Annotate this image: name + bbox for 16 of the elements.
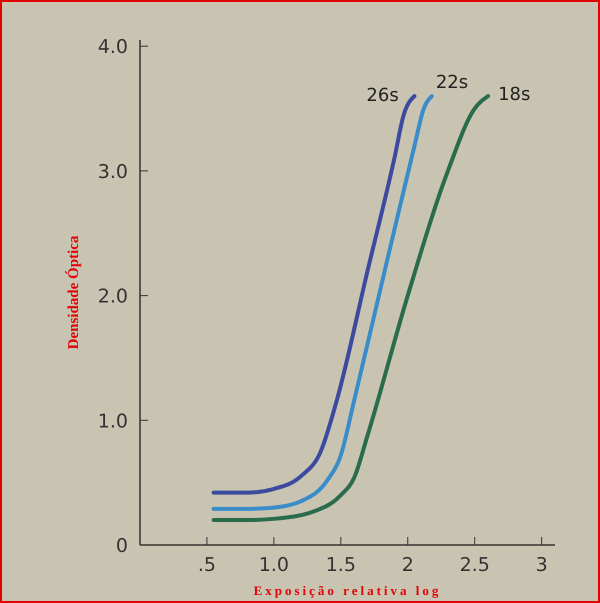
x-tick-label: 2 xyxy=(402,554,414,576)
y-tick-label: 0 xyxy=(116,535,128,557)
x-tick-label: 2.5 xyxy=(460,554,490,576)
y-tick-label: 4.0 xyxy=(98,36,128,58)
y-tick-label: 3.0 xyxy=(98,160,128,183)
x-axis-title: Exposição relativa log xyxy=(254,583,442,598)
y-axis-title: Densidade Óptica xyxy=(65,235,82,350)
x-tick-label: 1.5 xyxy=(326,554,356,576)
x-tick-label: .5 xyxy=(198,554,216,576)
series-label: 18s xyxy=(498,84,530,106)
series-label: 26s xyxy=(366,85,399,106)
y-tick-label: 2.0 xyxy=(98,286,128,308)
x-tick-label: 1.0 xyxy=(258,554,289,576)
series-label: 22s xyxy=(436,72,468,94)
x-tick-label: 3 xyxy=(536,554,548,576)
y-tick-label: 1.0 xyxy=(98,410,128,432)
